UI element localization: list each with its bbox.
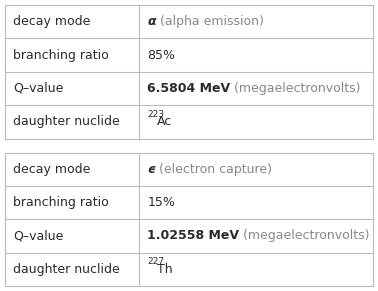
Text: Q–value: Q–value: [13, 82, 64, 95]
Text: α: α: [147, 15, 156, 28]
Text: (megaelectronvolts): (megaelectronvolts): [239, 229, 370, 242]
Text: branching ratio: branching ratio: [13, 196, 109, 209]
Text: (megaelectronvolts): (megaelectronvolts): [231, 82, 361, 95]
Text: ϵ: ϵ: [147, 163, 155, 176]
Text: Th: Th: [157, 263, 173, 276]
Text: 1.02558 MeV: 1.02558 MeV: [147, 229, 239, 242]
Text: decay mode: decay mode: [13, 163, 90, 176]
Text: 6.5804 MeV: 6.5804 MeV: [147, 82, 231, 95]
Text: Ac: Ac: [157, 115, 173, 128]
Bar: [5, 152, 373, 286]
Text: (electron capture): (electron capture): [155, 163, 272, 176]
Bar: [5, 152, 373, 286]
Text: decay mode: decay mode: [13, 15, 90, 28]
Text: 15%: 15%: [147, 196, 175, 209]
Text: daughter nuclide: daughter nuclide: [13, 263, 120, 276]
Text: (alpha emission): (alpha emission): [156, 15, 264, 28]
Text: 85%: 85%: [147, 49, 175, 62]
Text: Q–value: Q–value: [13, 229, 64, 242]
Text: branching ratio: branching ratio: [13, 49, 109, 62]
Text: 227: 227: [147, 258, 164, 267]
Bar: [5, 5, 373, 139]
Text: daughter nuclide: daughter nuclide: [13, 115, 120, 128]
Bar: [5, 5, 373, 139]
Text: 223: 223: [147, 110, 164, 119]
